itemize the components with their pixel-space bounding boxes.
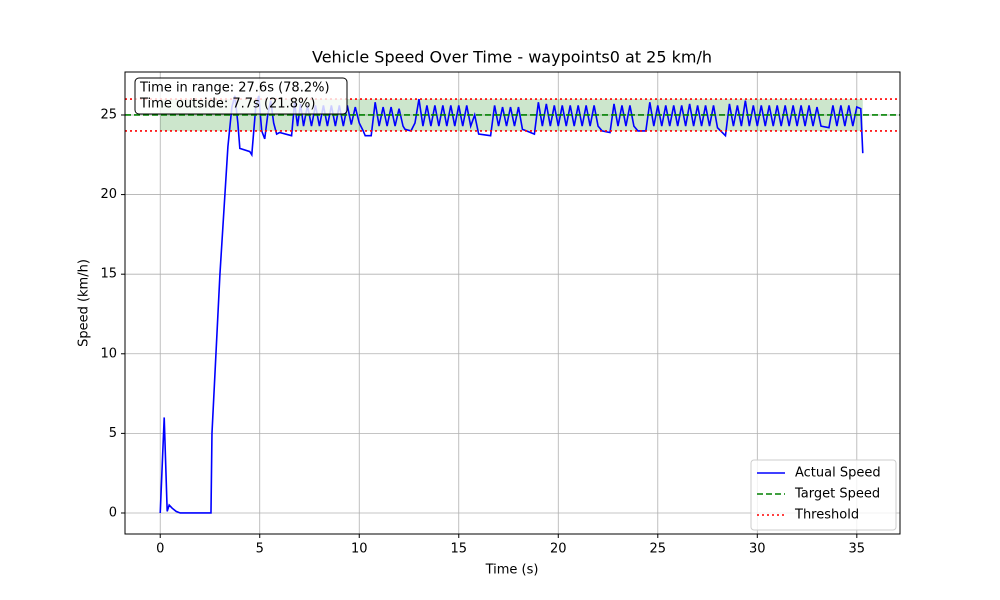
y-tick-label: 20 <box>100 187 117 202</box>
y-tick-label: 0 <box>109 505 117 520</box>
x-tick-label: 30 <box>749 542 766 557</box>
x-tick-label: 5 <box>256 542 264 557</box>
chart-title: Vehicle Speed Over Time - waypoints0 at … <box>312 48 712 67</box>
y-tick-label: 15 <box>100 267 117 282</box>
x-tick-label: 15 <box>450 542 467 557</box>
legend-box <box>750 459 897 531</box>
annotation-text: Time outside: 7.7s (21.8%) <box>139 97 315 112</box>
annotation-text: Time in range: 27.6s (78.2%) <box>139 81 330 96</box>
x-tick-label: 20 <box>550 542 567 557</box>
x-axis-label: Time (s) <box>485 563 539 578</box>
x-tick-label: 10 <box>351 542 368 557</box>
plot-frame <box>124 71 901 535</box>
y-axis-label: Speed (km/h) <box>77 259 92 347</box>
y-tick-label: 10 <box>100 346 117 361</box>
legend-label: Target Speed <box>794 487 880 502</box>
x-tick-label: 0 <box>156 542 164 557</box>
x-tick-label: 25 <box>650 542 667 557</box>
annotation-box <box>134 77 348 115</box>
y-tick-label: 5 <box>109 426 117 441</box>
legend-label: Threshold <box>794 508 859 523</box>
legend-label: Actual Speed <box>795 466 881 481</box>
x-tick-label: 35 <box>849 542 866 557</box>
y-tick-label: 25 <box>100 107 117 122</box>
